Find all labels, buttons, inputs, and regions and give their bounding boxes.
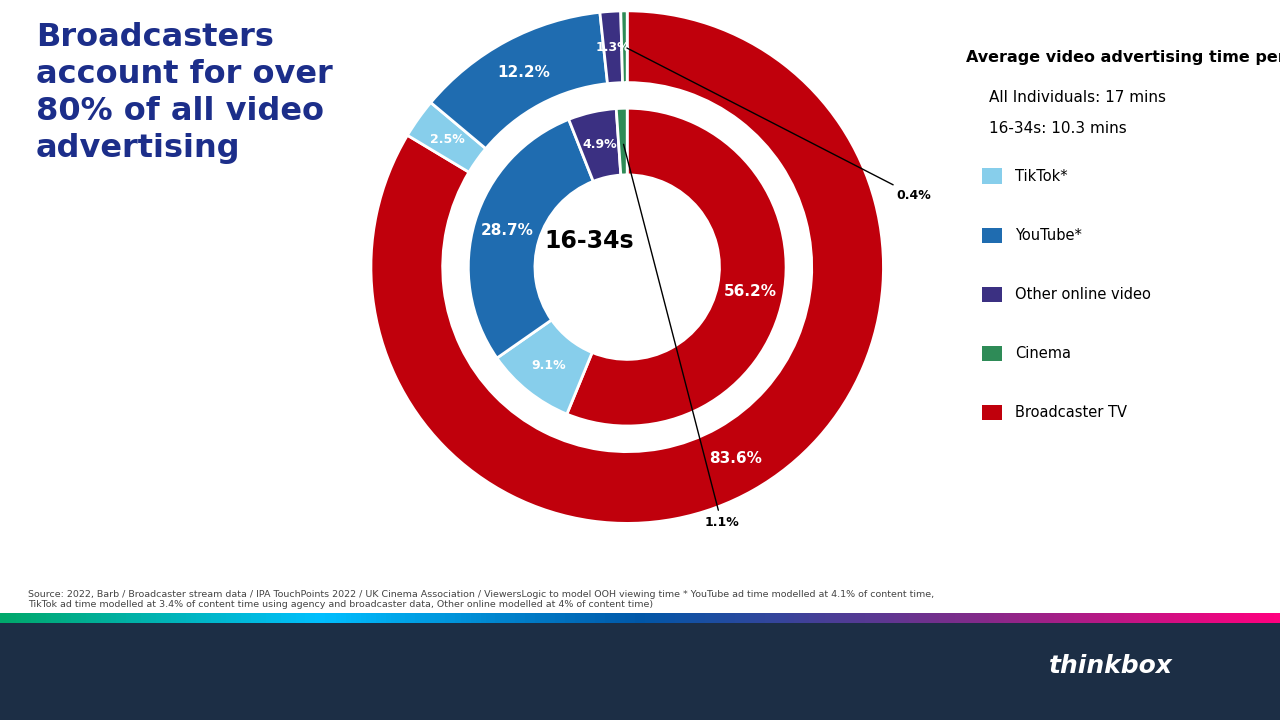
Text: Broadcaster TV: Broadcaster TV (1015, 405, 1128, 420)
Text: 16-34s: 16-34s (544, 230, 634, 253)
Text: Source: 2022, Barb / Broadcaster stream data / IPA TouchPoints 2022 / UK Cinema : Source: 2022, Barb / Broadcaster stream … (28, 590, 934, 609)
Text: 2.5%: 2.5% (430, 132, 465, 145)
Text: Other online video: Other online video (1015, 287, 1151, 302)
Wedge shape (567, 108, 786, 426)
Wedge shape (568, 109, 621, 181)
Text: TikTok*: TikTok* (1015, 169, 1068, 184)
Text: 28.7%: 28.7% (480, 223, 534, 238)
Text: 1.1%: 1.1% (623, 144, 739, 528)
Text: 83.6%: 83.6% (709, 451, 762, 467)
Wedge shape (371, 11, 883, 523)
Text: 1.3%: 1.3% (595, 41, 630, 54)
Text: All Individuals: 17 mins: All Individuals: 17 mins (989, 90, 1166, 105)
Text: 16-34s: 10.3 mins: 16-34s: 10.3 mins (989, 121, 1128, 136)
Wedge shape (616, 108, 627, 175)
Text: thinkbox: thinkbox (1048, 654, 1172, 678)
Wedge shape (468, 120, 593, 358)
Text: 0.4%: 0.4% (627, 48, 931, 202)
Wedge shape (621, 11, 627, 83)
Text: Average video advertising time per day: Average video advertising time per day (966, 50, 1280, 66)
Wedge shape (407, 102, 486, 172)
Wedge shape (497, 320, 593, 414)
Wedge shape (431, 12, 608, 148)
Text: YouTube*: YouTube* (1015, 228, 1082, 243)
Text: 12.2%: 12.2% (497, 66, 550, 80)
Text: 4.9%: 4.9% (582, 138, 617, 151)
Text: 9.1%: 9.1% (531, 359, 566, 372)
Text: Broadcasters
account for over
80% of all video
advertising: Broadcasters account for over 80% of all… (36, 22, 333, 163)
Wedge shape (600, 11, 622, 84)
Text: 56.2%: 56.2% (724, 284, 777, 299)
Text: Cinema: Cinema (1015, 346, 1071, 361)
